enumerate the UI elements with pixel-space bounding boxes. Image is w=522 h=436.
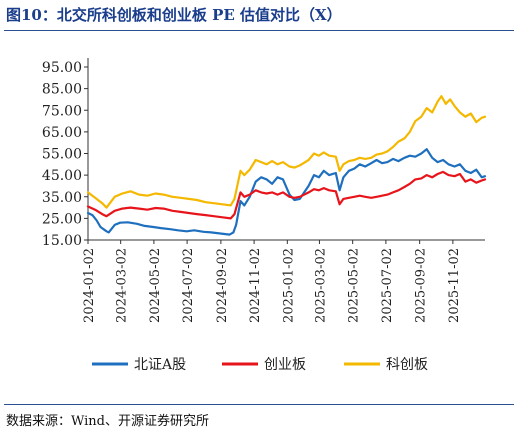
source-note: 数据来源：Wind、开源证券研究所 — [6, 414, 209, 429]
x-tick-label: 2025-09-02 — [414, 248, 429, 323]
x-tick-label: 2024-09-02 — [215, 248, 230, 323]
x-tick-label: 2025-01-02 — [281, 248, 296, 323]
y-axis: 95.00 85.00 75.00 65.00 55.00 45.00 35.00 25.00… — [42, 60, 88, 249]
x-tick-label: 2024-11-02 — [248, 248, 263, 323]
y-tick-label: 55.00 — [42, 147, 82, 163]
x-tick-label: 2024-07-02 — [181, 248, 196, 323]
legend-label: 科创板 — [386, 357, 428, 373]
series-line — [86, 95, 487, 209]
series-line — [86, 148, 487, 236]
figure-title: 图10：北交所科创板和创业板 PE 估值对比（X） — [6, 6, 342, 24]
x-tick-label: 2024-03-02 — [115, 248, 130, 323]
y-tick-label: 35.00 — [42, 190, 82, 206]
x-tick-label: 2024-01-02 — [82, 248, 97, 323]
y-tick-label: 95.00 — [42, 60, 82, 76]
x-tick-label: 2025-07-02 — [380, 248, 395, 323]
y-tick-label: 15.00 — [42, 233, 82, 249]
x-tick-label: 2025-11-02 — [447, 248, 462, 323]
x-tick-label: 2025-05-02 — [347, 248, 362, 323]
y-tick-label: 75.00 — [42, 103, 82, 119]
footer-rule — [4, 404, 514, 405]
series-line — [86, 170, 487, 220]
y-tick-label: 25.00 — [42, 211, 82, 227]
x-axis: 2024-01-02 2024-03-02 2024-05-02 2024-07-02… — [82, 240, 462, 323]
y-tick-label: 45.00 — [42, 168, 82, 184]
header-rule — [4, 30, 514, 31]
x-tick-label: 2024-05-02 — [148, 248, 163, 323]
x-tick-label: 2025-03-02 — [313, 248, 328, 323]
y-tick-label: 65.00 — [42, 125, 82, 141]
y-tick-label: 85.00 — [42, 82, 82, 98]
legend-label: 创业板 — [264, 357, 306, 373]
legend-label: 北证A股 — [134, 357, 186, 373]
series-group — [86, 95, 487, 236]
legend: 北证A股 创业板 科创板 — [92, 357, 428, 373]
